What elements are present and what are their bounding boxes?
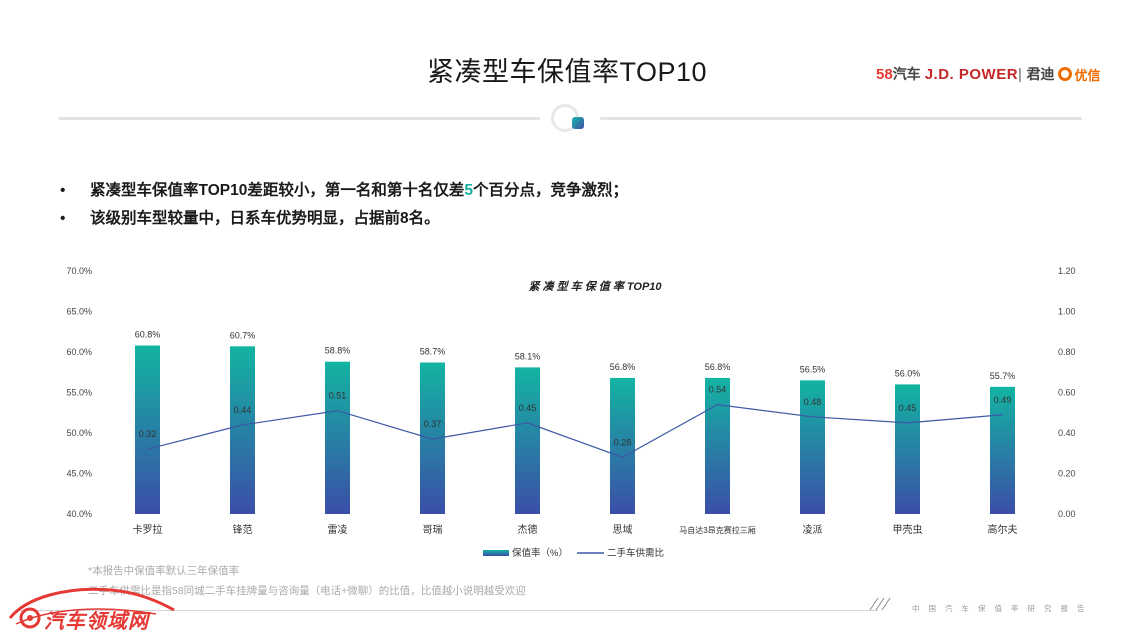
footnote-retention-default: *本报告中保值率默认三年保值率 (88, 565, 240, 577)
bar-data-label: 56.8% (610, 362, 636, 372)
legend-line-label: 二手车供需比 (607, 547, 664, 559)
supply-demand-line (147, 404, 1003, 458)
y-left-tick-label: 55.0% (66, 388, 92, 398)
x-tick-label: 哥瑞 (423, 524, 443, 536)
line-data-label: 0.32 (139, 429, 157, 439)
bullet-text: 该级别车型较量中，日系车优势明显，占据前8名。 (90, 210, 440, 227)
bar-data-label: 58.8% (325, 346, 351, 356)
bullet-text: 紧凑型车保值率TOP10差距较小，第一名和第十名仅差 (90, 182, 465, 199)
line-data-label: 0.45 (899, 403, 917, 413)
divider-left (58, 117, 540, 120)
y-right-tick-label: 0.80 (1058, 347, 1076, 357)
x-tick-label: 马自达3昂克赛拉三厢 (679, 525, 755, 535)
y-left-tick-label: 50.0% (66, 428, 92, 438)
chart-title: 紧 凑 型 车 保 值 率 TOP10 (528, 280, 662, 293)
retention-rate-chart: 紧 凑 型 车 保 值 率 TOP10 40.0% 45.0% 50.0% 55.0% 6… (66, 266, 1076, 559)
logo-58-auto: 58汽车 (876, 64, 921, 84)
line-data-label: 0.37 (424, 419, 442, 429)
x-tick-label: 高尔夫 (988, 523, 1018, 536)
footer-rule (20, 610, 878, 611)
y-right-tick-label: 0.40 (1058, 428, 1076, 438)
x-tick-label: 杰德 (518, 523, 538, 536)
x-tick-label: 凌派 (803, 523, 823, 536)
y-right-tick-label: 0.00 (1058, 509, 1076, 519)
legend-bar-label: 保值率（%） (512, 547, 568, 559)
footer-report-name: 中国汽车保值率研究报告 (912, 604, 1094, 613)
line-data-label: 0.28 (614, 437, 632, 447)
bar (230, 346, 255, 514)
bar (800, 380, 825, 514)
logo-youxin: 优信 (1058, 65, 1100, 84)
bullet-item: • 该级别车型较量中，日系车优势明显，占据前8名。 (60, 205, 628, 233)
bar-data-label: 55.7% (990, 371, 1016, 381)
line-data-label: 0.44 (234, 405, 252, 415)
bullet-dot-icon: • (60, 210, 66, 227)
y-left-tick-label: 70.0% (66, 266, 92, 276)
line-data-label: 0.48 (804, 397, 822, 407)
youxin-logo-icon (1058, 67, 1073, 81)
bar-data-label: 60.8% (135, 330, 161, 340)
bar (135, 345, 160, 514)
bar-data-label: 58.7% (420, 347, 446, 357)
bar-data-label: 56.5% (800, 364, 826, 374)
y-right-tick-label: 1.00 (1058, 307, 1076, 317)
divider-square-icon (572, 117, 584, 129)
logo-58-number: 58 (876, 66, 893, 83)
y-right-tick-label: 0.20 (1058, 469, 1076, 479)
x-tick-label: 甲壳虫 (893, 523, 923, 536)
bar-data-label: 58.1% (515, 351, 541, 361)
legend-bar-swatch (483, 550, 509, 556)
bar-data-label: 60.7% (230, 330, 256, 340)
divider-right (600, 117, 1082, 120)
watermark-car-logo-icon (8, 587, 175, 629)
bullet-text-suffix: 个百分点，竞争激烈； (472, 182, 628, 199)
line-data-label: 0.51 (329, 391, 347, 401)
bar-data-label: 56.0% (895, 368, 921, 378)
x-tick-label: 锋范 (233, 523, 253, 536)
footnote-supply-demand: 二手车供需比是指58同城二手车挂牌量与咨询量（电话+微聊）的比值，比值越小说明越… (88, 585, 526, 597)
line-data-label: 0.54 (709, 385, 727, 395)
bullet-highlight: 5 (464, 182, 473, 199)
bullet-item: • 紧凑型车保值率TOP10差距较小，第一名和第十名仅差5个百分点，竞争激烈； (60, 177, 628, 205)
bar (420, 362, 445, 514)
watermark-text: 汽车领域网 (44, 611, 149, 633)
footer-slash-icon (869, 597, 891, 611)
y-right-tick-label: 0.60 (1058, 388, 1076, 398)
line-data-label: 0.49 (994, 395, 1012, 405)
logo-jd-power: J.D. POWER| (924, 65, 1023, 83)
y-left-tick-label: 45.0% (66, 469, 92, 479)
bar (990, 386, 1015, 514)
page-title: 紧凑型车保值率TOP10 (426, 57, 708, 87)
bar-data-label: 56.8% (705, 362, 731, 372)
logo-jundi: 君迪 (1026, 66, 1055, 82)
bar (515, 367, 540, 514)
x-tick-label: 卡罗拉 (133, 523, 163, 536)
logo-jd-power-text: J.D. POWER (924, 65, 1019, 83)
bar (610, 377, 635, 514)
logo-58-text: 汽车 (892, 66, 921, 82)
y-left-tick-label: 60.0% (66, 347, 92, 357)
logo-youxin-text: 优信 (1074, 67, 1101, 83)
bullet-dot-icon: • (60, 182, 66, 199)
x-tick-label: 思域 (613, 523, 633, 536)
x-tick-label: 雷凌 (328, 523, 348, 536)
bar (705, 377, 730, 514)
summary-bullets: • 紧凑型车保值率TOP10差距较小，第一名和第十名仅差5个百分点，竞争激烈； … (60, 177, 628, 233)
y-right-tick-label: 1.20 (1058, 266, 1076, 276)
line-data-label: 0.45 (519, 403, 537, 413)
bar (325, 361, 350, 514)
y-left-tick-label: 40.0% (66, 509, 92, 519)
bar (895, 384, 920, 514)
partner-logos: 58汽车 J.D. POWER| 君迪 优信 (876, 62, 1100, 86)
y-left-tick-label: 65.0% (66, 307, 92, 317)
